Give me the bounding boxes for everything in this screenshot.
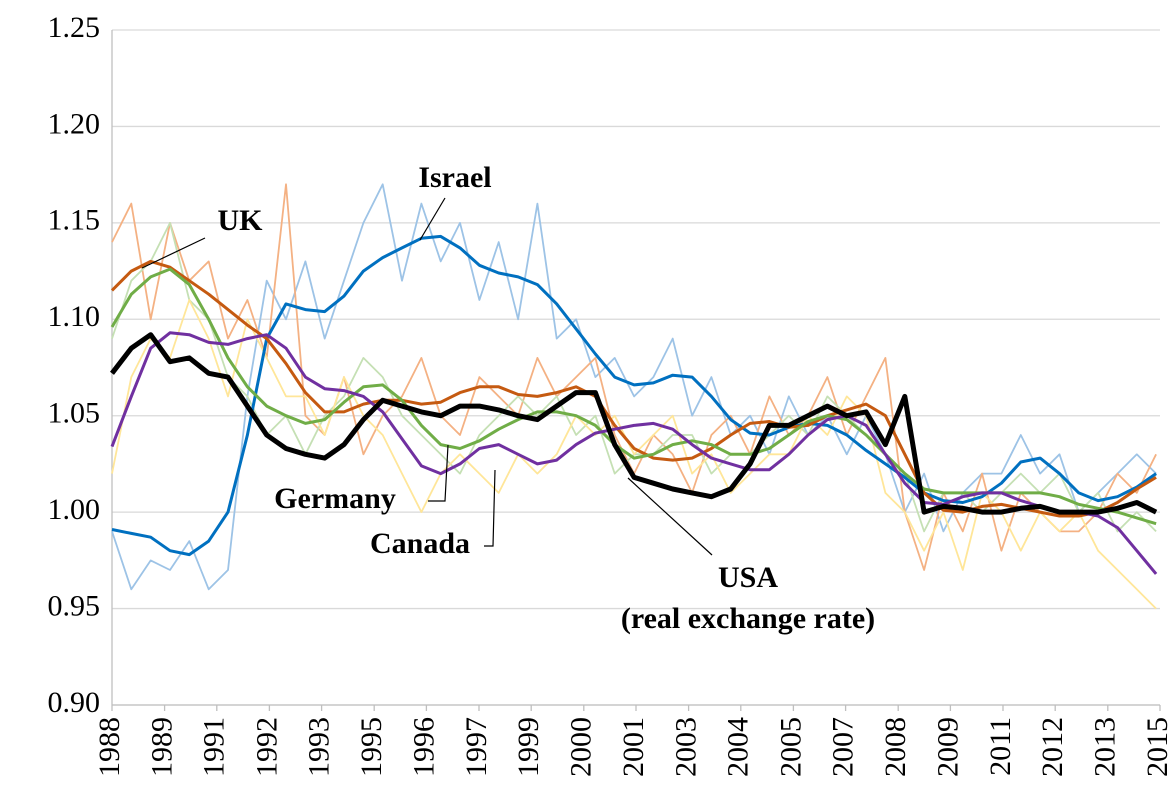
x-tick-label: 1989: [145, 717, 178, 777]
x-tick-label: 2011: [984, 717, 1017, 776]
x-tick-label: 2013: [1089, 717, 1122, 777]
x-tick-label: 1999: [512, 717, 545, 777]
series-label: Israel: [418, 161, 491, 194]
x-tick-label: 2009: [931, 717, 964, 777]
annotation: (real exchange rate): [621, 602, 875, 635]
series-line: [111, 234, 1157, 557]
x-tick-label: 2012: [1036, 717, 1069, 777]
leader-line: [428, 444, 449, 502]
x-tick-label: 2000: [565, 717, 598, 777]
x-tick-label: 1995: [355, 717, 388, 777]
y-tick-label: 0.90: [48, 686, 101, 719]
x-tick-label: 2008: [879, 717, 912, 777]
x-tick-label: 1992: [250, 717, 283, 777]
series-label: Canada: [370, 527, 470, 560]
x-tick-label: 2004: [722, 717, 755, 777]
leader-line: [141, 237, 206, 269]
y-tick-label: 1.10: [48, 300, 101, 333]
series-line: [110, 331, 1158, 575]
x-tick-label: 1988: [93, 717, 126, 777]
x-tick-label: 1993: [302, 717, 335, 777]
grid: 0.90 0.95 1.00 1.05 1.10 1.15 1.20 1.25 1988 1989…: [48, 11, 1173, 777]
x-tick-label: 2005: [774, 717, 807, 777]
lines: [110, 183, 1158, 610]
x-tick-label: 2001: [617, 717, 650, 777]
series-line: [110, 332, 1158, 515]
leader-line: [484, 469, 496, 547]
y-tick-label: 1.25: [48, 11, 101, 44]
series-label: UK: [218, 204, 264, 237]
y-tick-label: 1.05: [48, 397, 101, 430]
raw-series-line: [111, 183, 1157, 591]
x-tick-label: 2003: [669, 717, 702, 777]
series-label: USA: [718, 561, 778, 594]
series-line: [110, 259, 1157, 518]
y-tick-label: 1.00: [48, 493, 101, 526]
leader-line: [419, 197, 446, 241]
series-label: Germany: [274, 482, 396, 515]
x-tick-label: 1997: [460, 717, 493, 777]
y-tick-label: 1.15: [48, 204, 101, 237]
y-tick-label: 0.95: [48, 589, 101, 622]
annotations: Israel UK Germany Canada USA (real exchange r…: [141, 161, 875, 635]
x-tick-label: 2007: [826, 717, 859, 777]
x-tick-label: 1996: [407, 717, 440, 777]
x-tick-label: 2015: [1141, 717, 1173, 777]
x-tick-label: 1991: [198, 717, 231, 777]
leader-line: [627, 477, 713, 556]
y-tick-label: 1.20: [48, 107, 101, 140]
